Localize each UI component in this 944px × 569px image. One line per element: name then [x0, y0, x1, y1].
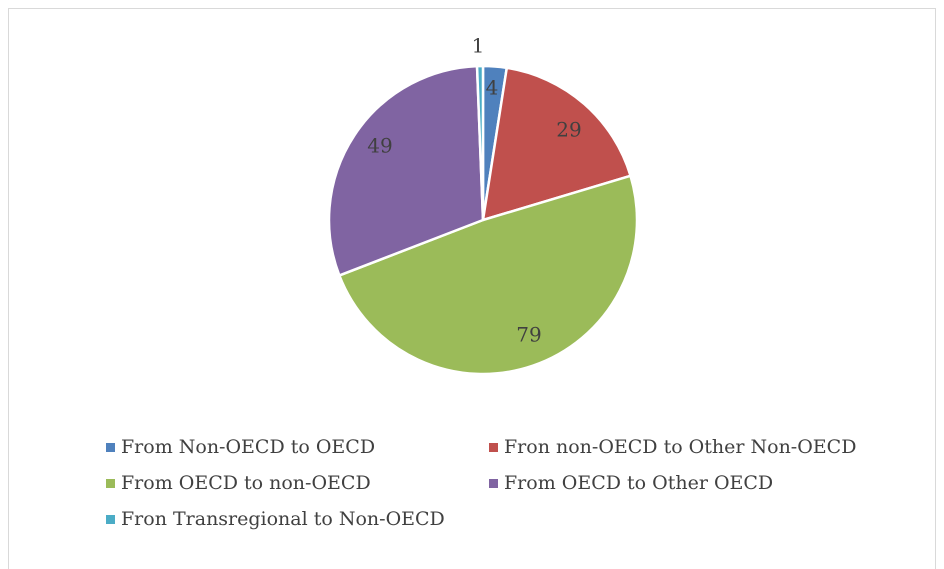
legend-swatch: [106, 478, 115, 488]
data-label: 4: [486, 76, 499, 100]
data-label: 79: [516, 323, 541, 347]
legend-item: Fron non-OECD to Other Non-OECD: [489, 436, 856, 458]
legend-label: From Non-OECD to OECD: [121, 436, 376, 458]
legend-item: From OECD to non-OECD: [106, 472, 371, 494]
legend-label: From OECD to Other OECD: [504, 472, 774, 494]
pie-slices: [327, 64, 639, 376]
pie-data-labels: 4 29 79 49 1: [367, 34, 581, 347]
pie-slice: [481, 66, 633, 222]
legend-swatch: [106, 442, 115, 452]
legend-swatch: [489, 478, 498, 488]
pie-slice: [327, 64, 485, 278]
legend-item: From OECD to Other OECD: [489, 472, 773, 494]
legend-label: Fron Transregional to Non-OECD: [121, 508, 445, 530]
legend-swatch: [489, 442, 498, 452]
legend-label: From OECD to non-OECD: [121, 472, 371, 494]
data-label: 49: [367, 134, 392, 158]
legend-swatch: [106, 514, 115, 524]
legend-label: Fron non-OECD to Other Non-OECD: [504, 436, 857, 458]
legend-item: From Non-OECD to OECD: [106, 436, 375, 458]
pie-slice: [337, 174, 639, 376]
pie-slice: [475, 64, 485, 221]
data-label: 1: [472, 34, 485, 58]
data-label: 29: [556, 118, 581, 142]
legend-item: Fron Transregional to Non-OECD: [106, 508, 445, 530]
